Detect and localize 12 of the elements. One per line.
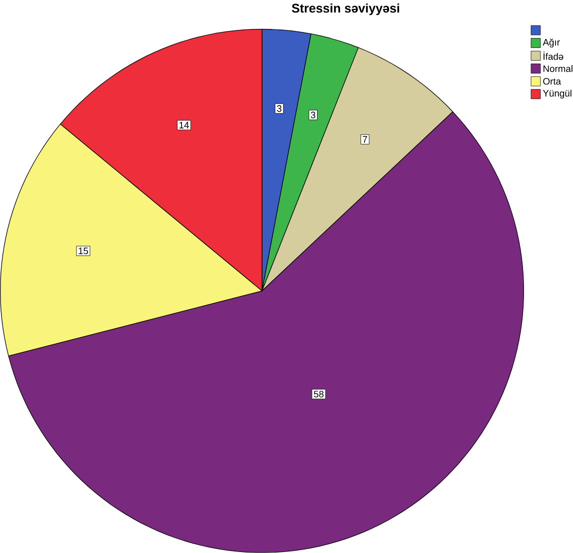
legend-label: Orta bbox=[543, 78, 562, 85]
legend-label: Yüngül bbox=[542, 90, 572, 99]
data-label: 3 bbox=[310, 112, 316, 118]
data-label: 7 bbox=[362, 136, 368, 143]
legend-label: Ağır bbox=[542, 38, 560, 48]
data-label: 14 bbox=[180, 122, 189, 128]
data-label: 3 bbox=[276, 105, 282, 112]
chart-title: Stressin səviyyəsi bbox=[292, 4, 400, 16]
slice-label: Normal bbox=[544, 65, 572, 72]
data-label: 58 bbox=[314, 390, 324, 398]
legend-label: İfadə bbox=[544, 52, 564, 60]
data-label: 15 bbox=[78, 248, 88, 254]
